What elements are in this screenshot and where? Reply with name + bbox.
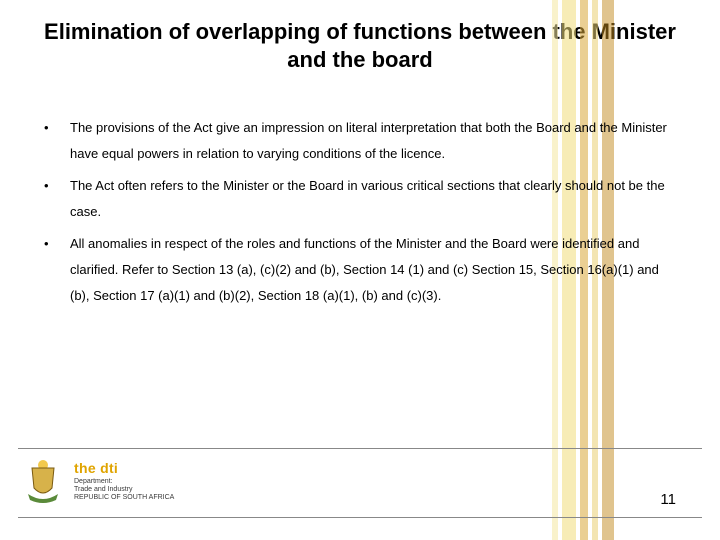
footer: the dti Department: Trade and Industry R… xyxy=(0,448,720,518)
bullet-item: All anomalies in respect of the roles an… xyxy=(42,231,678,309)
brand-name: the dti xyxy=(74,460,174,476)
coat-of-arms-icon xyxy=(22,458,64,504)
page-number: 11 xyxy=(660,491,676,508)
bullet-list: The provisions of the Act give an impres… xyxy=(42,115,678,309)
footer-rule-top xyxy=(18,448,702,449)
footer-logo-group: the dti Department: Trade and Industry R… xyxy=(22,458,174,504)
brand-sub-line: REPUBLIC OF SOUTH AFRICA xyxy=(74,494,174,502)
brand-sub-line: Trade and Industry xyxy=(74,486,174,494)
brand-sub-line: Department: xyxy=(74,478,174,486)
brand-subtext: Department: Trade and Industry REPUBLIC … xyxy=(74,478,174,501)
bullet-item: The Act often refers to the Minister or … xyxy=(42,173,678,225)
footer-rule-bottom xyxy=(18,517,702,518)
bullet-item: The provisions of the Act give an impres… xyxy=(42,115,678,167)
dti-text-block: the dti Department: Trade and Industry R… xyxy=(74,460,174,501)
slide: Elimination of overlapping of functions … xyxy=(0,0,720,540)
